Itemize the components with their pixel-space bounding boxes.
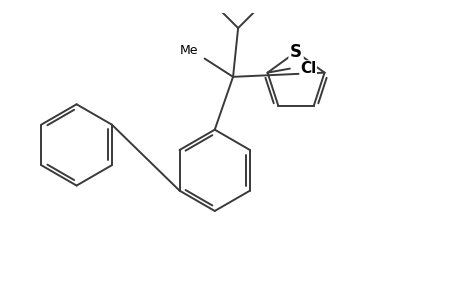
Text: Me: Me [179,44,198,56]
Text: S: S [290,43,302,61]
Text: Cl: Cl [299,61,316,76]
